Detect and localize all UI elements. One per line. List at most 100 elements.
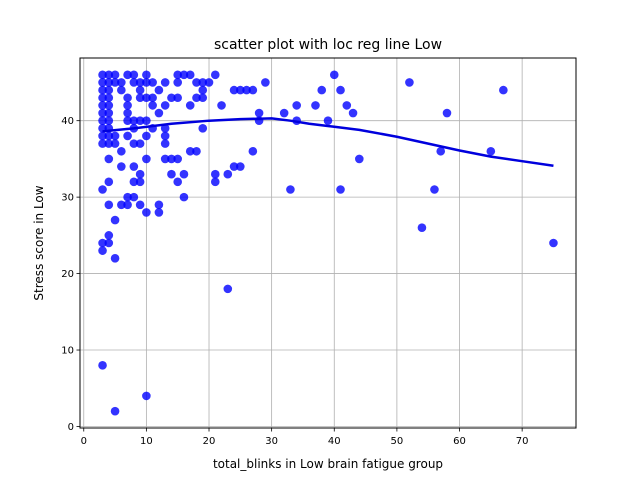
data-points xyxy=(98,70,558,416)
data-point xyxy=(160,101,170,110)
data-point xyxy=(142,93,151,103)
data-point xyxy=(129,70,139,80)
data-point xyxy=(104,154,114,164)
data-point xyxy=(229,162,239,171)
y-tick-label: 20 xyxy=(61,269,74,280)
data-point xyxy=(110,139,120,148)
data-point xyxy=(135,85,145,95)
data-point xyxy=(248,85,258,95)
y-tick-label: 10 xyxy=(61,346,74,357)
data-point xyxy=(104,93,114,103)
data-point xyxy=(117,146,126,156)
data-point xyxy=(142,154,151,164)
data-point xyxy=(98,70,107,80)
data-point xyxy=(98,108,107,118)
data-point xyxy=(261,78,270,87)
data-point xyxy=(104,101,114,110)
y-tick-label: 0 xyxy=(68,422,74,433)
data-point xyxy=(248,146,258,156)
y-tick-label: 30 xyxy=(61,193,74,204)
data-point xyxy=(98,101,107,110)
data-point xyxy=(129,177,139,187)
data-point xyxy=(129,139,139,148)
data-point xyxy=(192,146,201,156)
data-point xyxy=(117,78,126,87)
data-point xyxy=(98,131,107,141)
data-point xyxy=(160,154,170,164)
data-point xyxy=(223,284,233,294)
chart-title: scatter plot with loc reg line Low xyxy=(214,37,442,53)
data-point xyxy=(123,108,132,118)
data-point xyxy=(486,146,496,156)
data-point xyxy=(292,101,301,110)
data-point xyxy=(198,124,208,133)
y-tick-label: 40 xyxy=(61,116,74,127)
data-point xyxy=(98,238,107,248)
data-point xyxy=(98,85,107,95)
data-point xyxy=(236,162,245,171)
data-point xyxy=(135,139,145,148)
data-point xyxy=(311,101,320,110)
data-point xyxy=(192,93,201,103)
data-point xyxy=(104,200,114,210)
regression-line xyxy=(102,117,554,168)
data-point xyxy=(336,185,345,194)
data-point xyxy=(173,177,182,187)
data-point xyxy=(342,101,352,110)
data-point xyxy=(135,116,145,125)
data-point xyxy=(123,131,132,141)
data-point xyxy=(117,85,126,95)
data-point xyxy=(198,93,208,103)
data-point xyxy=(154,208,164,217)
data-point xyxy=(142,78,151,87)
plot-frame xyxy=(79,57,577,429)
data-point xyxy=(142,131,151,141)
data-point xyxy=(123,70,132,80)
x-tick-label: 60 xyxy=(453,436,466,447)
data-point xyxy=(142,116,151,125)
data-point xyxy=(210,177,220,187)
data-point xyxy=(417,223,427,233)
data-point xyxy=(254,108,264,118)
data-point xyxy=(185,146,195,156)
data-point xyxy=(104,238,114,248)
data-point xyxy=(104,231,114,240)
data-point xyxy=(104,108,114,118)
data-point xyxy=(167,169,176,179)
data-point xyxy=(148,93,157,103)
data-point xyxy=(148,101,157,110)
data-point xyxy=(98,116,107,125)
data-point xyxy=(173,78,182,87)
data-point xyxy=(129,116,139,125)
data-point xyxy=(110,215,120,225)
x-tick-label: 50 xyxy=(391,436,404,447)
data-point xyxy=(179,169,189,179)
data-point xyxy=(442,108,452,118)
data-point xyxy=(198,78,208,87)
data-point xyxy=(436,146,446,156)
data-point xyxy=(98,185,107,194)
data-point xyxy=(160,124,170,133)
data-point xyxy=(104,116,114,125)
x-tick-label: 30 xyxy=(265,436,278,447)
data-point xyxy=(135,200,145,210)
data-point xyxy=(179,192,189,202)
data-point xyxy=(142,391,151,401)
data-point xyxy=(104,139,114,148)
x-tick-label: 40 xyxy=(328,436,341,447)
data-point xyxy=(348,108,358,118)
data-point xyxy=(142,208,151,217)
data-point xyxy=(110,131,120,141)
data-point xyxy=(185,101,195,110)
data-point xyxy=(110,70,120,80)
data-point xyxy=(135,78,145,87)
data-point xyxy=(123,93,132,103)
data-point xyxy=(98,361,107,370)
data-point xyxy=(204,78,214,87)
data-point xyxy=(185,70,195,80)
data-point xyxy=(242,85,251,95)
x-axis-ticks: 0 10 20 30 40 50 60 70 xyxy=(81,428,529,447)
data-point xyxy=(223,169,233,179)
data-point xyxy=(286,185,295,194)
